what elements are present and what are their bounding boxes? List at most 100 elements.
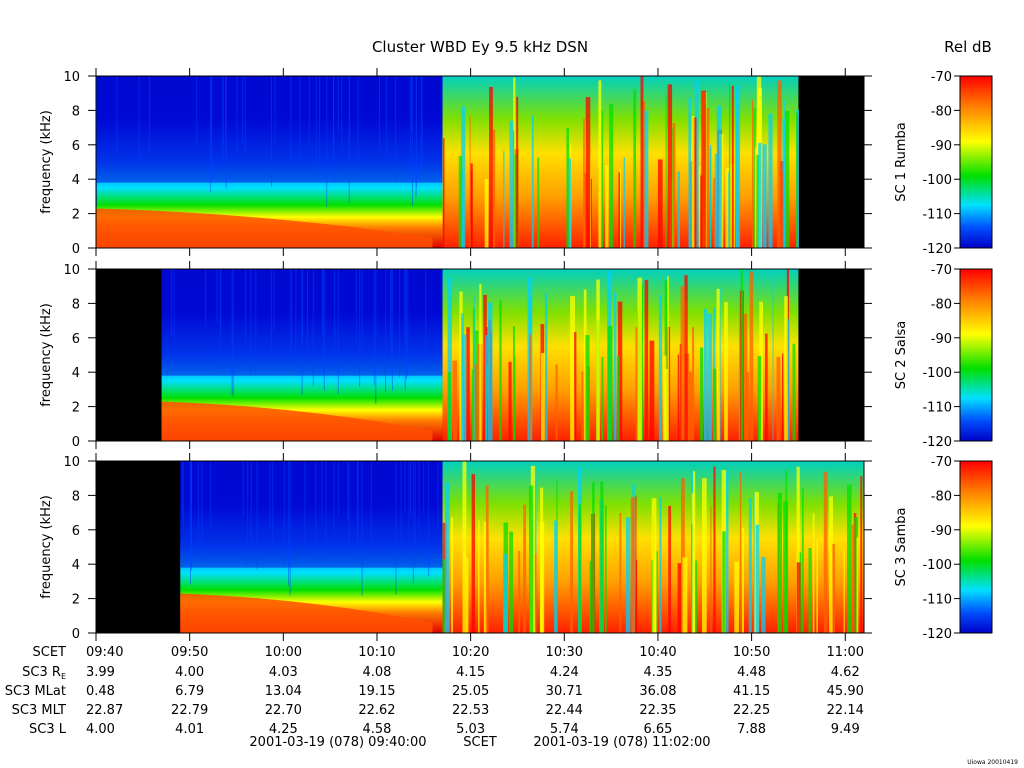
striation	[116, 76, 118, 152]
burst	[688, 371, 693, 441]
striation	[357, 76, 359, 175]
burst	[619, 167, 621, 248]
burst	[540, 487, 544, 633]
burst	[784, 296, 788, 441]
burst	[570, 295, 575, 441]
striation	[348, 461, 350, 556]
colorbar-tick-label: -70	[931, 263, 952, 278]
burst	[668, 505, 672, 633]
burst	[503, 553, 508, 633]
burst	[658, 294, 663, 441]
burst	[748, 498, 752, 633]
burst	[600, 481, 604, 633]
panel-2: 0 2 4 6 8 10 frequency (kHz)	[39, 261, 872, 450]
burst	[757, 355, 761, 441]
burst	[860, 475, 863, 633]
burst	[796, 466, 800, 633]
burst	[681, 478, 685, 633]
burst	[677, 563, 681, 633]
y-tick-label: 0	[72, 627, 80, 642]
burst	[492, 129, 496, 248]
y-tick-label: 0	[72, 435, 80, 450]
striation	[182, 461, 184, 532]
upper-blue-region	[96, 76, 443, 183]
striation	[390, 269, 392, 348]
striation	[357, 461, 358, 566]
striation	[341, 76, 343, 150]
burst	[665, 95, 667, 249]
burst	[533, 474, 537, 633]
range-start: 2001-03-19 (078) 09:40:00	[249, 735, 426, 750]
striation	[319, 76, 321, 178]
panel-frame	[95, 460, 865, 634]
burst	[694, 80, 699, 248]
spacecraft-label: SC 2 Salsa	[894, 321, 909, 389]
striation	[271, 76, 272, 187]
striation	[302, 269, 303, 342]
colorbars: -70 -80 -90 -100 -110 -120 SC 1 Rumba -70 -80 -90…	[894, 70, 993, 642]
burst	[447, 372, 451, 441]
burst	[541, 353, 545, 441]
burst	[664, 280, 669, 441]
burst	[740, 269, 743, 441]
burst	[604, 505, 607, 633]
burst	[776, 357, 781, 441]
striation	[407, 269, 409, 376]
burst	[716, 288, 720, 441]
burst	[617, 356, 620, 441]
striation	[395, 76, 397, 183]
burst	[619, 512, 622, 633]
striation	[357, 461, 359, 530]
striation	[290, 269, 292, 354]
burst	[734, 561, 739, 633]
burst	[589, 155, 592, 248]
striation	[210, 76, 212, 162]
burst	[785, 470, 788, 633]
colorbar-tick-label: -80	[931, 297, 952, 312]
ephemeris-value: 5.74	[550, 722, 579, 737]
burst	[566, 127, 569, 248]
burst	[531, 115, 534, 248]
burst	[598, 80, 602, 249]
burst	[555, 364, 558, 441]
colorbar-tick-label: -90	[931, 139, 952, 154]
striation	[245, 269, 247, 343]
striation	[211, 76, 213, 174]
burst	[756, 155, 760, 248]
burst	[667, 84, 673, 249]
burst	[782, 118, 786, 248]
burst	[516, 96, 519, 248]
striation	[325, 461, 327, 566]
y-tick-label: 6	[72, 524, 80, 539]
ephemeris-value: 41.15	[733, 684, 770, 699]
striation	[355, 269, 357, 346]
burst	[509, 120, 515, 248]
burst	[777, 492, 782, 633]
striation	[312, 269, 314, 386]
y-axis-label: frequency (kHz)	[39, 303, 54, 407]
burst	[484, 178, 488, 248]
burst	[644, 279, 649, 441]
ephemeris-value: 6.65	[643, 722, 672, 737]
burst	[704, 308, 708, 441]
striation	[322, 269, 323, 335]
burst	[478, 520, 480, 633]
burst	[725, 167, 730, 248]
burst	[728, 172, 730, 248]
striation	[406, 269, 407, 379]
colorbar-scale	[959, 75, 993, 249]
striation	[404, 269, 406, 391]
striation	[333, 461, 335, 534]
burst	[471, 474, 475, 633]
striation	[283, 461, 285, 566]
panel-3: 0 2 4 6 8 10 frequency (kHz)	[39, 453, 872, 642]
burst	[753, 108, 756, 248]
burst	[447, 278, 452, 441]
burst	[801, 488, 804, 633]
burst	[474, 364, 477, 441]
ephemeris-row-label: SC3 RE	[22, 665, 66, 681]
striation	[250, 269, 252, 373]
ephemeris-value: 25.05	[452, 684, 489, 699]
burst	[471, 369, 474, 441]
